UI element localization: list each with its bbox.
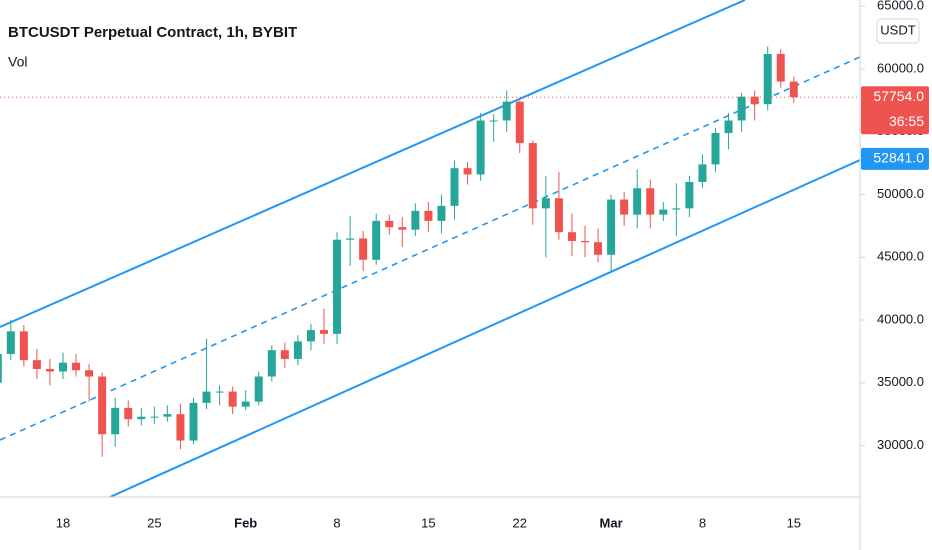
candle-body <box>567 232 576 241</box>
candle-body <box>189 402 198 441</box>
x-tick-label: 8 <box>333 515 340 530</box>
candle-body <box>489 120 498 122</box>
y-tick-label: 40000.0 <box>877 311 924 326</box>
candle-body <box>228 391 237 407</box>
candle-body <box>306 330 315 342</box>
candle-body <box>698 164 707 182</box>
candle-body <box>450 168 459 206</box>
candle-body <box>202 391 211 403</box>
candle-body <box>124 407 133 420</box>
candle-body <box>607 199 616 255</box>
candle-body <box>59 362 67 372</box>
x-tick-label: 8 <box>699 515 706 530</box>
candle-body <box>620 199 629 215</box>
candle-body <box>581 240 589 243</box>
candle-body <box>320 330 328 334</box>
candle-body <box>111 407 120 435</box>
candle-body <box>659 209 668 215</box>
y-tick-label: 50000.0 <box>877 186 924 201</box>
candle-body <box>241 401 250 407</box>
candle-body <box>280 350 289 359</box>
candle-body <box>633 188 642 215</box>
candle-body <box>502 101 511 121</box>
y-tick-label: 30000.0 <box>877 437 924 452</box>
candle-body <box>163 414 172 417</box>
candle-body <box>215 391 224 393</box>
currency-button[interactable] <box>876 18 920 44</box>
x-tick-label: Mar <box>600 515 623 530</box>
candle-body <box>554 198 563 233</box>
indicator-label: Vol <box>8 54 27 70</box>
candle-body <box>776 53 785 82</box>
candle-body <box>672 208 681 210</box>
plot-area <box>0 0 860 497</box>
candle-body <box>789 81 798 98</box>
candle-body <box>737 96 746 121</box>
candle-body <box>711 133 720 165</box>
x-tick-label: Feb <box>234 515 257 530</box>
x-tick-label: 22 <box>513 515 527 530</box>
y-tick-label: 45000.0 <box>877 249 924 264</box>
candle-body <box>6 331 15 354</box>
candle-body <box>346 238 355 240</box>
candle-body <box>98 376 107 435</box>
candle-body <box>45 368 54 372</box>
candle-body <box>372 220 381 260</box>
candle-body <box>19 331 28 361</box>
candle-body <box>724 120 733 134</box>
candle-body <box>685 181 694 209</box>
candle-body <box>463 168 472 175</box>
last-price-label: 57754.0 <box>873 88 924 104</box>
candle-body <box>150 416 159 418</box>
line-price-box <box>861 147 929 170</box>
candle-body <box>176 414 185 441</box>
candle-body <box>411 210 420 230</box>
candle-body <box>646 188 655 215</box>
x-tick-label: 15 <box>787 515 801 530</box>
x-tick-label: 18 <box>56 515 70 530</box>
candle-body <box>398 227 407 230</box>
candle-body <box>85 370 94 377</box>
channel-lower <box>109 159 860 497</box>
candle-body <box>385 220 394 228</box>
candle-body <box>254 376 263 402</box>
candle-body <box>515 101 524 144</box>
channel-middle <box>0 56 860 441</box>
candle-body <box>528 143 537 209</box>
candle-body <box>72 362 81 371</box>
y-tick-label: 65000.0 <box>877 0 924 13</box>
candle-body <box>750 96 759 105</box>
channel-upper <box>0 0 746 328</box>
y-tick-label: 60000.0 <box>877 60 924 75</box>
candle-body <box>476 120 485 175</box>
candle-body <box>763 53 772 105</box>
x-tick-label: 25 <box>147 515 161 530</box>
candle-body <box>437 205 446 221</box>
candle-body <box>359 238 368 260</box>
currency-label[interactable]: USDT <box>880 22 915 37</box>
candle-body <box>594 242 603 255</box>
x-tick-label: 15 <box>421 515 435 530</box>
last-price-box <box>861 86 929 135</box>
candle-body <box>424 210 433 221</box>
line-price-label: 52841.0 <box>873 150 924 166</box>
chart-title: BTCUSDT Perpetual Contract, 1h, BYBIT <box>8 24 297 41</box>
candle-body <box>137 416 146 420</box>
countdown-label: 36:55 <box>889 113 924 129</box>
candle-body <box>293 341 302 359</box>
y-tick-label: 35000.0 <box>877 374 924 389</box>
candle-body <box>32 360 41 369</box>
candle-body <box>333 239 342 334</box>
candle-body <box>0 353 2 383</box>
candle-body <box>541 198 550 209</box>
candle-body <box>267 350 276 377</box>
